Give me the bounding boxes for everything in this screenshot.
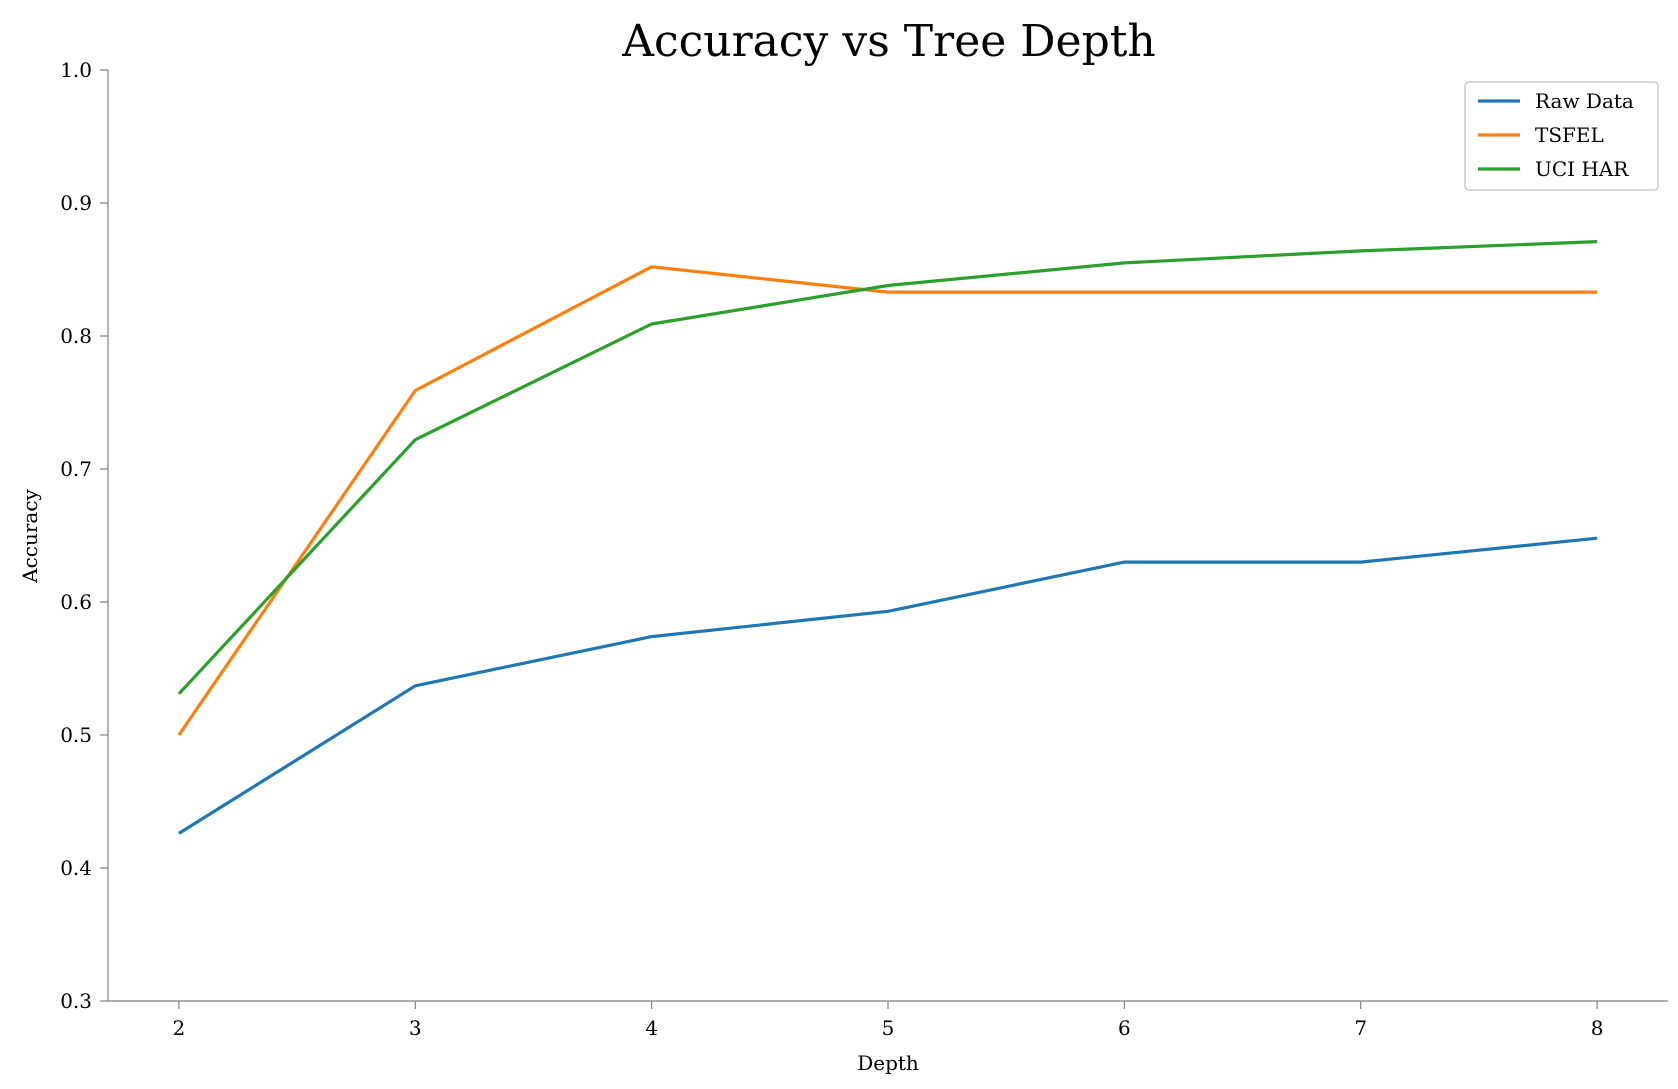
- axes: [107, 70, 1668, 1002]
- y-tick-label: 0.6: [60, 590, 92, 614]
- y-tick-label: 0.8: [60, 324, 92, 348]
- y-axis-label: Accuracy: [18, 488, 42, 583]
- y-tick-label: 0.7: [60, 457, 92, 481]
- x-tick-label: 5: [882, 1016, 895, 1040]
- x-tick-label: 3: [409, 1016, 422, 1040]
- y-tick-label: 0.3: [60, 989, 92, 1013]
- legend-box: [1464, 81, 1659, 191]
- y-tick-label: 0.9: [60, 191, 92, 215]
- x-tick-label: 2: [173, 1016, 186, 1040]
- legend-label: Raw Data: [1535, 89, 1634, 113]
- series-line-tsfel: [177, 265, 1598, 736]
- y-tick-label: 1.0: [60, 58, 92, 82]
- x-tick-label: 8: [1591, 1016, 1604, 1040]
- legend: Raw Data TSFEL UCI HAR: [1464, 81, 1659, 191]
- series-group: [177, 240, 1598, 835]
- y-tick-label: 0.4: [60, 856, 92, 880]
- x-tick-label: 6: [1118, 1016, 1131, 1040]
- x-axis-label: Depth: [857, 1051, 919, 1075]
- legend-label: UCI HAR: [1535, 157, 1629, 181]
- x-ticks: 2 3 4 5 6 7 8: [173, 1001, 1604, 1040]
- x-tick-label: 4: [645, 1016, 658, 1040]
- series-line-uci-har: [177, 240, 1598, 695]
- legend-label: TSFEL: [1535, 123, 1604, 147]
- y-tick-label: 0.5: [60, 723, 92, 747]
- series-line-raw-data: [178, 536, 1598, 835]
- chart-title: Accuracy vs Tree Depth: [621, 16, 1156, 67]
- x-tick-label: 7: [1354, 1016, 1367, 1040]
- y-ticks: 0.3 0.4 0.5 0.6 0.7 0.8 0.9 1.0: [60, 58, 108, 1013]
